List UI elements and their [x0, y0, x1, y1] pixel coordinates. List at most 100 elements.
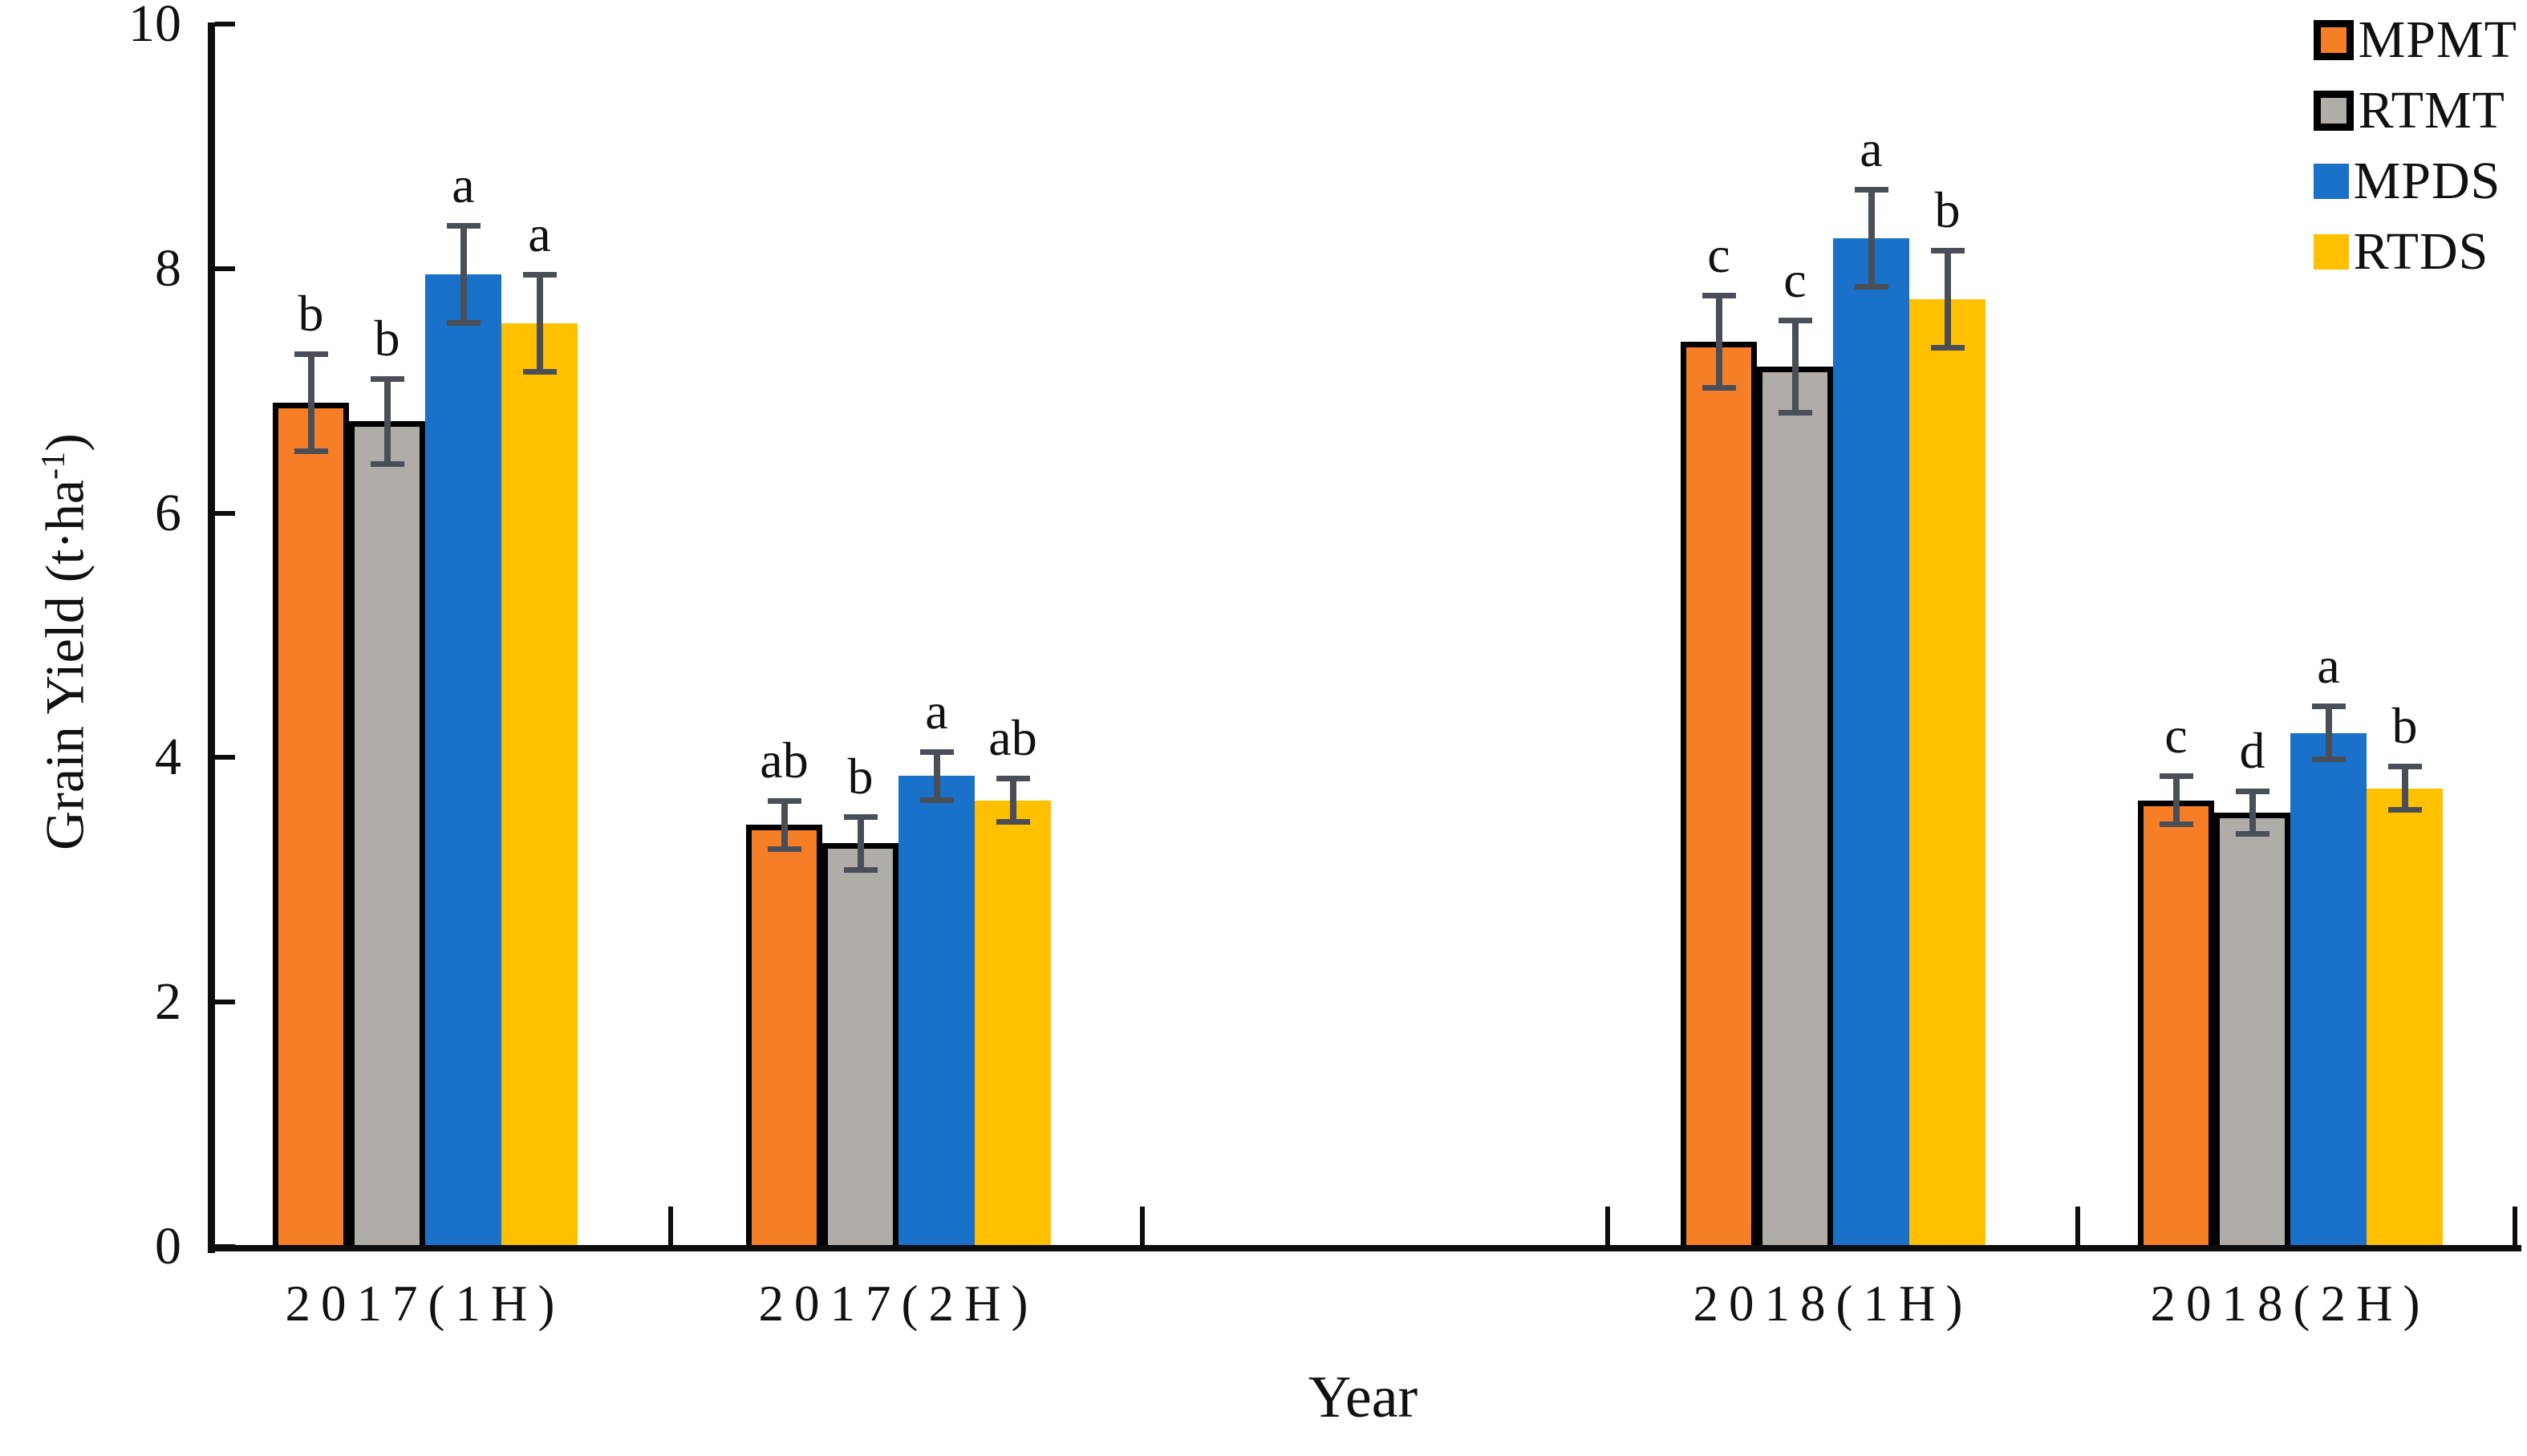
error-bar-cap-bottom-rtds-20171h [522, 369, 557, 375]
error-bar-cap-bottom-mpmt-20171h [294, 448, 328, 455]
error-bar-line-mpmt-20171h [307, 354, 314, 452]
bar-mpds-20182h [2290, 732, 2367, 1251]
legend-item-rtmt: RTMT [2313, 83, 2505, 138]
sig-letter-rtmt-20182h: d [2239, 721, 2265, 779]
sig-letter-mpmt-20182h: c [2164, 707, 2188, 765]
legend-swatch-rtds [2313, 234, 2349, 270]
bar-rtds-20182h [2367, 788, 2443, 1251]
bar-mpds-20171h [425, 274, 501, 1251]
bar-mpmt-20171h [273, 403, 349, 1251]
bar-rtds-20171h [501, 323, 578, 1251]
error-bar-cap-top-mpds-20172h [919, 748, 954, 755]
legend-label-rtds: RTDS [2353, 222, 2489, 281]
error-bar-cap-bottom-mpds-20171h [446, 320, 481, 326]
legend-label-mpmt: MPMT [2358, 10, 2517, 69]
error-bar-cap-top-mpmt-20182h [2159, 773, 2193, 780]
error-bar-line-mpmt-20172h [781, 800, 788, 850]
sig-letter-rtds-20172h: ab [988, 709, 1037, 767]
x-axis-tick [2513, 1207, 2517, 1247]
legend: MPMT RTMT MPDS RTDS [2313, 10, 2517, 281]
error-bar-cap-bottom-mpmt-20172h [767, 846, 801, 852]
legend-item-rtds: RTDS [2313, 222, 2489, 281]
y-tick-label: 6 [155, 483, 181, 542]
sig-letter-mpmt-20171h: b [298, 285, 324, 343]
error-bar-cap-bottom-mpds-20181h [1854, 283, 1888, 290]
error-bar-cap-bottom-rtmt-20171h [370, 460, 404, 467]
error-bar-cap-bottom-rtmt-20172h [843, 866, 878, 873]
error-bar-cap-top-mpds-20182h [2311, 704, 2346, 710]
error-bar-cap-top-rtmt-20171h [370, 375, 404, 382]
sig-letter-rtds-20182h: b [2391, 697, 2418, 755]
error-bar-cap-top-mpds-20171h [446, 223, 481, 229]
bar-mpmt-20181h [1681, 342, 1757, 1251]
y-axis-tick [215, 755, 235, 760]
error-bar-line-mpds-20182h [2325, 706, 2332, 760]
y-tick-label: 2 [155, 972, 181, 1032]
error-bar-cap-top-mpmt-20172h [767, 797, 801, 804]
error-bar-cap-bottom-mpmt-20181h [1702, 385, 1736, 391]
error-bar-cap-top-rtds-20182h [2387, 764, 2422, 770]
y-axis-tick [215, 266, 235, 271]
legend-swatch-mpds [2313, 164, 2349, 199]
sig-letter-rtds-20171h: a [528, 205, 551, 263]
error-bar-cap-bottom-rtmt-20181h [1778, 409, 1812, 416]
legend-item-mpmt: MPMT [2313, 10, 2517, 69]
bar-mpds-20181h [1833, 237, 1909, 1251]
error-bar-line-mpmt-20181h [1715, 295, 1722, 389]
error-bar-cap-top-mpmt-20181h [1702, 293, 1736, 299]
y-axis-tick [215, 510, 235, 516]
legend-label-mpds: MPDS [2353, 152, 2501, 210]
y-tick-label: 4 [155, 728, 181, 787]
error-bar-cap-bottom-mpds-20182h [2311, 756, 2346, 763]
x-axis-tick [2075, 1207, 2080, 1247]
legend-swatch-rtmt [2313, 91, 2354, 131]
x-tick-label-20182h: 2018(2H) [2150, 1276, 2431, 1332]
bar-mpds-20172h [898, 776, 975, 1251]
error-bar-cap-top-rtds-20181h [1930, 247, 1965, 253]
y-axis-title: Grain Yield (t·ha-1) [24, 176, 95, 1107]
legend-item-mpds: MPDS [2313, 152, 2501, 210]
y-tick-label: 8 [155, 238, 181, 298]
error-bar-line-rtmt-20172h [857, 816, 864, 870]
y-axis-title-suffix: ) [34, 433, 95, 452]
bar-rtmt-20172h [822, 843, 898, 1251]
sig-letter-mpds-20181h: a [1860, 120, 1883, 177]
error-bar-cap-bottom-mpds-20172h [919, 797, 954, 803]
error-bar-line-mpmt-20182h [2172, 776, 2180, 825]
bar-rtmt-20181h [1757, 366, 1833, 1251]
x-tick-label-20171h: 2017(1H) [285, 1276, 566, 1332]
bar-rtmt-20182h [2214, 812, 2290, 1251]
error-bar-line-rtds-20172h [1009, 778, 1016, 823]
x-tick-label-20181h: 2018(1H) [1693, 1276, 1973, 1332]
error-bar-cap-bottom-rtds-20172h [996, 819, 1030, 825]
error-bar-cap-top-rtds-20171h [522, 272, 557, 278]
error-bar-line-rtds-20171h [536, 274, 543, 373]
error-bar-line-rtds-20181h [1944, 249, 1951, 348]
error-bar-cap-top-rtmt-20182h [2235, 788, 2269, 794]
x-axis-tick [668, 1207, 673, 1247]
sig-letter-rtds-20181h: b [1934, 180, 1961, 238]
x-axis-tick [1140, 1207, 1145, 1247]
error-bar-cap-top-mpds-20181h [1854, 186, 1888, 193]
error-bar-line-mpds-20171h [460, 225, 467, 324]
x-axis-line [208, 1245, 2521, 1251]
error-bar-cap-top-rtmt-20181h [1778, 317, 1812, 323]
sig-letter-rtmt-20172h: b [847, 747, 874, 805]
bar-rtmt-20171h [349, 421, 425, 1251]
sig-letter-rtmt-20171h: b [374, 309, 400, 367]
x-axis-tick [1605, 1207, 1610, 1247]
error-bar-cap-bottom-mpmt-20182h [2159, 821, 2193, 828]
sig-letter-mpmt-20181h: c [1707, 226, 1730, 284]
y-axis-tick [215, 1000, 235, 1005]
bar-rtds-20181h [1909, 298, 1985, 1251]
sig-letter-rtmt-20181h: c [1783, 250, 1807, 308]
error-bar-cap-top-mpmt-20171h [294, 351, 328, 358]
y-tick-label: 0 [155, 1217, 181, 1276]
y-tick-label: 10 [128, 0, 181, 53]
error-bar-line-mpds-20181h [1868, 189, 1875, 287]
error-bar-cap-bottom-rtds-20181h [1930, 344, 1965, 351]
sig-letter-mpds-20182h: a [2317, 637, 2340, 695]
bar-rtds-20172h [975, 800, 1051, 1251]
sig-letter-mpds-20172h: a [925, 682, 948, 740]
